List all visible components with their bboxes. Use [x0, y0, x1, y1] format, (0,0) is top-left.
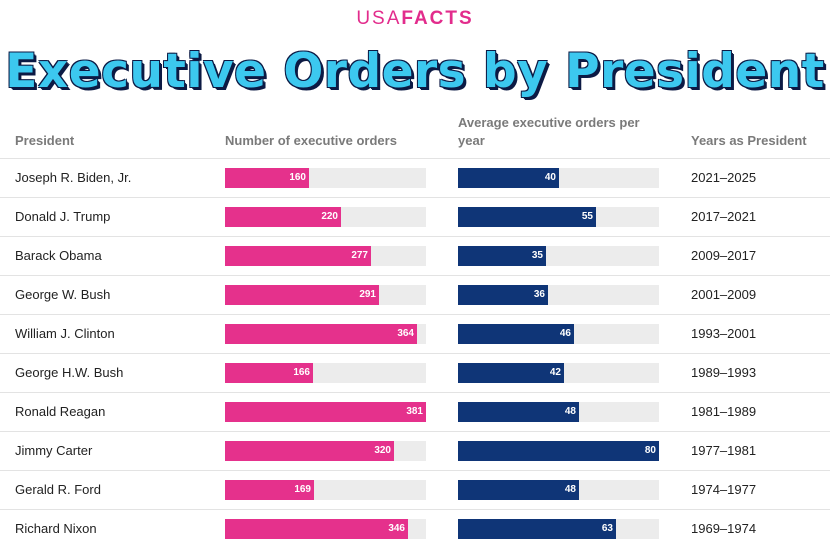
average-bar-label: 63	[601, 523, 613, 534]
table-row: Barack Obama 277 35 2009–2017	[0, 236, 830, 275]
average-bar: 35	[458, 246, 546, 266]
table-row: Joseph R. Biden, Jr. 160 40 2021–2025	[0, 158, 830, 197]
number-bar-track: 220	[225, 207, 426, 227]
number-bar-label: 160	[289, 172, 306, 183]
president-name: George H.W. Bush	[15, 365, 124, 380]
president-name: Jimmy Carter	[15, 443, 93, 458]
number-bar-label: 220	[321, 211, 338, 222]
logo-usa-text: USA	[356, 8, 402, 29]
average-bar: 46	[458, 324, 574, 344]
president-name: William J. Clinton	[15, 326, 115, 341]
average-bar-track: 40	[458, 168, 659, 188]
number-bar-label: 346	[388, 523, 405, 534]
average-bar: 48	[458, 480, 579, 500]
number-bar-label: 364	[397, 328, 414, 339]
average-bar-label: 48	[564, 484, 576, 495]
average-bar: 48	[458, 402, 579, 422]
number-bar-track: 291	[225, 285, 426, 305]
table-row: Donald J. Trump 220 55 2017–2021	[0, 197, 830, 236]
average-bar-track: 63	[458, 519, 659, 539]
table-row: William J. Clinton 364 46 1993–2001	[0, 314, 830, 353]
number-bar-label: 169	[294, 484, 311, 495]
average-bar: 40	[458, 168, 559, 188]
number-bar-track: 166	[225, 363, 426, 383]
average-bar-label: 40	[544, 172, 556, 183]
average-bar-track: 42	[458, 363, 659, 383]
table-row: Ronald Reagan 381 48 1981–1989	[0, 392, 830, 431]
average-bar: 80	[458, 441, 659, 461]
number-bar: 220	[225, 207, 341, 227]
average-bar-track: 80	[458, 441, 659, 461]
number-bar-track: 320	[225, 441, 426, 461]
number-bar: 320	[225, 441, 394, 461]
number-bar-track: 277	[225, 246, 426, 266]
average-bar-track: 48	[458, 402, 659, 422]
years-in-office: 1977–1981	[691, 443, 757, 458]
number-bar-label: 291	[359, 289, 376, 300]
number-bar-track: 160	[225, 168, 426, 188]
average-bar-label: 55	[581, 211, 593, 222]
header-president: President	[15, 133, 75, 148]
years-in-office: 2021–2025	[691, 170, 757, 185]
years-in-office: 1993–2001	[691, 326, 757, 341]
number-bar-label: 320	[374, 445, 391, 456]
average-bar-label: 80	[644, 445, 656, 456]
years-in-office: 1969–1974	[691, 521, 757, 536]
president-name: George W. Bush	[15, 287, 111, 302]
president-name: Ronald Reagan	[15, 404, 106, 419]
header-number-of-orders: Number of executive orders	[225, 133, 397, 148]
president-name: Gerald R. Ford	[15, 482, 101, 497]
years-in-office: 2009–2017	[691, 248, 757, 263]
number-bar: 169	[225, 480, 314, 500]
president-name: Richard Nixon	[15, 521, 97, 536]
president-name: Barack Obama	[15, 248, 102, 263]
average-bar: 55	[458, 207, 596, 227]
number-bar-label: 166	[293, 367, 310, 378]
number-bar: 277	[225, 246, 371, 266]
president-name: Donald J. Trump	[15, 209, 111, 224]
number-bar-track: 346	[225, 519, 426, 539]
average-bar-label: 35	[531, 250, 543, 261]
logo-facts-text: FACTS	[401, 8, 474, 29]
table-row: George W. Bush 291 36 2001–2009	[0, 275, 830, 314]
average-bar-label: 48	[564, 406, 576, 417]
average-bar-track: 35	[458, 246, 659, 266]
header-average-per-year: Average executive orders per year	[458, 115, 640, 148]
average-bar-label: 42	[549, 367, 561, 378]
header-years: Years as President	[691, 133, 807, 148]
chart-title: Executive Orders by President	[5, 44, 825, 99]
average-bar: 42	[458, 363, 564, 383]
table-row: George H.W. Bush 166 42 1989–1993	[0, 353, 830, 392]
number-bar: 346	[225, 519, 408, 539]
years-in-office: 2001–2009	[691, 287, 757, 302]
average-bar: 63	[458, 519, 616, 539]
average-bar-track: 55	[458, 207, 659, 227]
usafacts-logo: USAFACTS	[0, 8, 830, 30]
average-bar-track: 36	[458, 285, 659, 305]
number-bar: 364	[225, 324, 417, 344]
number-bar: 166	[225, 363, 313, 383]
average-bar-track: 48	[458, 480, 659, 500]
number-bar: 381	[225, 402, 426, 422]
years-in-office: 2017–2021	[691, 209, 757, 224]
average-bar-label: 46	[559, 328, 571, 339]
years-in-office: 1989–1993	[691, 365, 757, 380]
number-bar: 160	[225, 168, 309, 188]
number-bar: 291	[225, 285, 379, 305]
table-row: Jimmy Carter 320 80 1977–1981	[0, 431, 830, 470]
average-bar-label: 36	[533, 289, 545, 300]
years-in-office: 1974–1977	[691, 482, 757, 497]
years-in-office: 1981–1989	[691, 404, 757, 419]
number-bar-track: 381	[225, 402, 426, 422]
president-name: Joseph R. Biden, Jr.	[15, 170, 132, 185]
table-row: Gerald R. Ford 169 48 1974–1977	[0, 470, 830, 509]
average-bar-track: 46	[458, 324, 659, 344]
average-bar: 36	[458, 285, 548, 305]
number-bar-track: 364	[225, 324, 426, 344]
number-bar-label: 381	[406, 406, 423, 417]
table-row: Richard Nixon 346 63 1969–1974	[0, 509, 830, 548]
number-bar-label: 277	[351, 250, 368, 261]
number-bar-track: 169	[225, 480, 426, 500]
